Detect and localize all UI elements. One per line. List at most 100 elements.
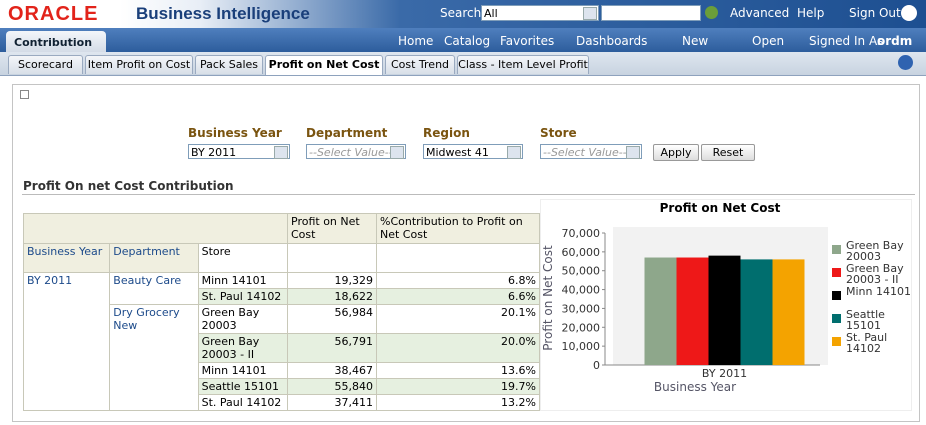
- nav-item[interactable]: New: [682, 34, 709, 48]
- data-row: St. Paul 14102 37,411 13.2%: [24, 394, 540, 411]
- legend-item: Green Bay 20003 - II: [832, 263, 912, 285]
- app-title: Business Intelligence: [136, 4, 310, 23]
- row-header: Store: [197, 243, 289, 273]
- legend-item: Green Bay 20003: [832, 240, 912, 262]
- legend-label: St. Paul 14102: [846, 331, 888, 355]
- search-scope[interactable]: All: [481, 5, 599, 21]
- link[interactable]: Help: [797, 6, 825, 20]
- prompt-label: Region: [423, 126, 470, 140]
- profit-cell: 37,411: [287, 394, 377, 411]
- search-input[interactable]: [601, 5, 701, 21]
- store-cell: St. Paul 14102: [197, 394, 289, 411]
- reset-button[interactable]: Reset: [701, 144, 755, 161]
- profit-cell: 18,622: [287, 288, 377, 305]
- data-row: Green Bay 20003 - II 56,791 20.0%: [24, 333, 540, 363]
- bar: [676, 257, 709, 365]
- link[interactable]: Sign Out: [849, 6, 901, 20]
- row-header: Business Year: [22, 243, 111, 273]
- nav-item[interactable]: Dashboards: [576, 34, 648, 48]
- nav-bar: [0, 28, 926, 52]
- divider: [22, 194, 915, 195]
- profit-cell: 38,467: [287, 362, 377, 379]
- nav-item[interactable]: Catalog: [444, 34, 491, 48]
- legend-label: Green Bay 20003 - II: [846, 262, 904, 286]
- bar: [708, 255, 741, 365]
- tab[interactable]: Profit on Net Cost: [265, 55, 383, 75]
- search-scope-value: All: [484, 7, 498, 20]
- blank: [287, 243, 377, 273]
- y-tick-label: 40,000: [562, 284, 601, 297]
- data-row: Seattle 15101 55,840 19.7%: [24, 378, 540, 395]
- data-row: BY 2011 Beauty Care Minn 14101 19,329 6.8%: [22, 272, 540, 411]
- percent-cell: 6.6%: [376, 288, 540, 305]
- content-panel: [12, 84, 920, 422]
- nav-item[interactable]: Favorites: [500, 34, 555, 48]
- prompt-label: Business Year: [188, 126, 282, 140]
- dashboard-tab[interactable]: Contribution: [6, 31, 106, 52]
- profit-cell: 19,329: [287, 272, 377, 289]
- legend-item: St. Paul 14102: [832, 332, 912, 354]
- tab[interactable]: Cost Trend: [385, 55, 455, 74]
- prompt-select[interactable]: --Select Value--: [306, 144, 406, 159]
- percent-cell: 13.6%: [376, 362, 540, 379]
- search-go[interactable]: [705, 6, 718, 19]
- bar: [772, 259, 805, 365]
- percent-cell: 6.8%: [376, 272, 540, 289]
- collapse-icon[interactable]: [20, 90, 29, 99]
- percent-cell: 19.7%: [376, 378, 540, 395]
- header-row: Profit on Net Cost %Contribution to Profi…: [23, 213, 540, 244]
- prompt-value: --Select Value--: [543, 146, 627, 159]
- corner: [23, 213, 288, 244]
- percent-cell: 20.0%: [376, 333, 540, 363]
- legend-swatch: [832, 245, 841, 254]
- legend: Green Bay 20003 Green Bay 20003 - II Minn …: [832, 240, 912, 355]
- legend-swatch: [832, 337, 841, 346]
- store-cell: Minn 14101: [197, 272, 289, 289]
- y-tick-label: 70,000: [562, 227, 601, 240]
- help-icon[interactable]: [898, 55, 913, 70]
- tab[interactable]: Scorecard: [8, 55, 83, 74]
- legend-item: Seattle 15101: [832, 309, 912, 331]
- y-tick-label: 0: [593, 359, 600, 372]
- search-label: Search: [440, 6, 482, 20]
- profit-cell: 56,791: [287, 333, 377, 363]
- tab[interactable]: Item Profit on Cost: [85, 55, 193, 74]
- prompt-select[interactable]: --Select Value--: [540, 144, 642, 159]
- x-axis-label: Business Year: [654, 380, 736, 394]
- percent-cell: 20.1%: [376, 304, 540, 334]
- nav-item[interactable]: Open: [752, 34, 785, 48]
- y-tick-label: 10,000: [562, 340, 601, 353]
- tab[interactable]: Class - Item Level Profit: [457, 55, 589, 74]
- department-cell[interactable]: Beauty Care: [109, 272, 199, 305]
- x-tick-label: BY 2011: [702, 367, 747, 380]
- y-tick-label: 50,000: [562, 265, 601, 278]
- home-icon[interactable]: [901, 5, 917, 21]
- nav-item[interactable]: Home: [398, 34, 434, 48]
- tab[interactable]: Pack Sales: [195, 55, 263, 74]
- data-row: Dry Grocery New Green Bay 20003 56,984 20.1…: [24, 304, 540, 411]
- column-header: %Contribution to Profit on Net Cost: [376, 213, 540, 244]
- logo: ORACLE: [8, 3, 99, 25]
- y-tick-label: 30,000: [562, 302, 601, 315]
- row-header: Department: [109, 243, 199, 273]
- link[interactable]: Advanced: [730, 6, 790, 20]
- prompt-select[interactable]: BY 2011: [188, 144, 290, 159]
- year-cell[interactable]: BY 2011: [22, 272, 111, 411]
- store-cell: St. Paul 14102: [197, 288, 289, 305]
- percent-cell: 13.2%: [376, 394, 540, 411]
- store-cell: Green Bay 20003 - II: [197, 333, 289, 363]
- user[interactable]: ordm: [877, 34, 913, 48]
- store-cell: Seattle 15101: [197, 378, 289, 395]
- column-header: Profit on Net Cost: [287, 213, 377, 244]
- legend-item: Minn 14101: [832, 286, 912, 308]
- apply-button[interactable]: Apply: [653, 144, 699, 161]
- prompt-label: Store: [540, 126, 577, 140]
- header-row: Business Year Department Store: [22, 243, 540, 273]
- prompt-select[interactable]: Midwest 41: [423, 144, 523, 159]
- pivot-table: Profit on Net Cost %Contribution to Profi…: [22, 213, 540, 411]
- legend-swatch: [832, 314, 841, 323]
- department-cell[interactable]: Dry Grocery New: [109, 304, 199, 411]
- blank: [376, 243, 540, 273]
- top-bar: [0, 0, 926, 28]
- prompt-value: BY 2011: [191, 146, 237, 159]
